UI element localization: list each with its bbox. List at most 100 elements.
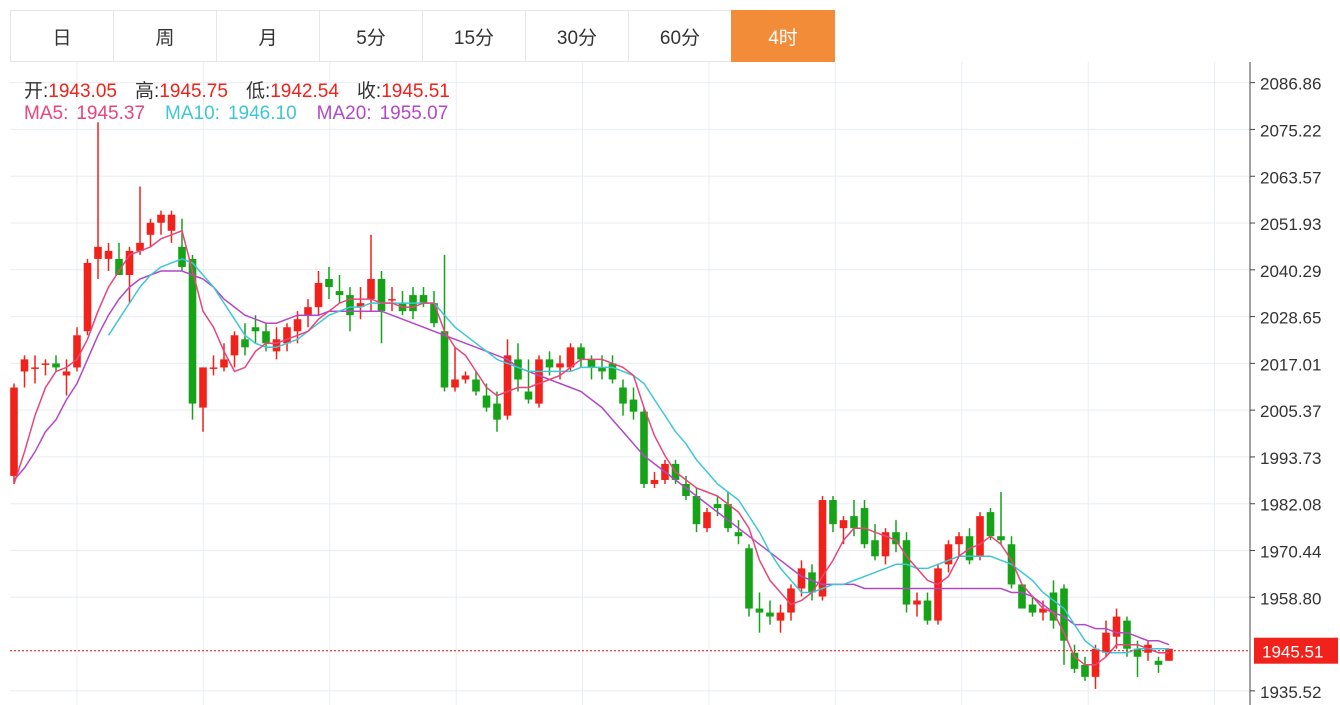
candle-body — [304, 307, 312, 316]
candle-body — [356, 303, 365, 308]
candle-body — [167, 214, 176, 231]
ma20-label: MA20: — [316, 103, 372, 124]
candle-body — [734, 532, 743, 537]
tab-60min[interactable]: 60分 — [628, 10, 732, 62]
candle-body — [146, 222, 155, 235]
candle-body — [451, 379, 459, 388]
candle-body — [325, 279, 333, 288]
y-tick-label: 2086.86 — [1260, 75, 1321, 94]
candle-body — [241, 339, 249, 348]
ma20-value: 1955.07 — [379, 103, 449, 124]
open-label: 开: — [24, 81, 49, 102]
candle-body — [808, 572, 816, 593]
candle-body — [125, 250, 134, 275]
tab-30min[interactable]: 30分 — [525, 10, 629, 62]
candle-body — [493, 403, 501, 420]
ma10-label: MA10: — [165, 103, 220, 124]
candle-body — [482, 395, 491, 408]
current-price-tag — [1254, 637, 1338, 664]
candle-body — [598, 367, 606, 372]
candle-body — [1060, 588, 1068, 641]
candle-body — [587, 359, 596, 368]
candle-body — [10, 387, 18, 476]
candle-body — [52, 363, 60, 368]
tab-month[interactable]: 月 — [216, 10, 320, 62]
candle-body — [577, 347, 585, 360]
candle-body — [20, 359, 29, 372]
candle-body — [703, 512, 711, 529]
candle-body — [104, 250, 113, 259]
ma20-line — [13, 270, 1170, 646]
tab-15min[interactable]: 15分 — [422, 10, 526, 62]
candle-body — [1165, 648, 1173, 661]
ma10-value: 1946.10 — [227, 103, 297, 124]
open-value: 1943.05 — [48, 81, 117, 102]
y-tick-label: 1982.08 — [1260, 496, 1321, 515]
candle-body — [440, 331, 449, 388]
candle-body — [1070, 652, 1079, 669]
candle-body — [713, 504, 722, 509]
candle-body — [902, 540, 911, 605]
period-tabs: 日 周 月 5分 15分 30分 60分 4时 — [10, 10, 835, 62]
candle-body — [955, 536, 963, 545]
candle-body — [1133, 648, 1142, 657]
tab-day[interactable]: 日 — [10, 10, 114, 62]
candle-body — [262, 331, 270, 344]
chart-grid — [10, 62, 1251, 705]
candle-body — [136, 242, 144, 251]
candle-body — [1018, 584, 1026, 609]
candle-body — [461, 375, 470, 380]
candle-body — [923, 600, 932, 621]
candle-body — [997, 536, 1005, 541]
tab-4hour[interactable]: 4时 — [731, 10, 835, 62]
candle-body — [545, 359, 554, 368]
candle-body — [178, 246, 186, 267]
candle-body — [1081, 664, 1089, 677]
y-tick-label: 1993.73 — [1260, 449, 1321, 468]
y-tick-label: 2005.37 — [1260, 402, 1321, 421]
candle-body — [619, 387, 627, 404]
y-tick-label: 1935.52 — [1260, 683, 1321, 702]
candle-body — [1102, 632, 1110, 653]
candle-body — [1028, 604, 1037, 613]
tab-week[interactable]: 周 — [113, 10, 217, 62]
candle-body — [850, 516, 858, 529]
candle-body — [787, 588, 795, 613]
candle-body — [346, 295, 354, 316]
candle-body — [1039, 608, 1047, 613]
candle-body — [871, 540, 879, 557]
candle-body — [335, 291, 344, 296]
candle-body — [388, 299, 396, 301]
tab-5min[interactable]: 5分 — [319, 10, 423, 62]
candle-body — [472, 379, 480, 392]
ohlc-info: 开:1943.05 高:1945.75 低:1942.54 收:1945.51 — [24, 76, 450, 103]
candle-body — [629, 399, 638, 412]
candle-body — [556, 363, 564, 368]
moving-averages — [13, 229, 1170, 666]
candle-body — [839, 520, 848, 529]
ma5-line — [13, 229, 1169, 666]
ma-info: MA5: 1945.37 MA10: 1946.10 MA20: 1955.07 — [24, 103, 448, 125]
candle-body — [860, 508, 869, 545]
low-label: 低: — [245, 81, 271, 102]
candles — [10, 122, 1173, 689]
candle-body — [1049, 592, 1058, 621]
candle-body — [745, 548, 753, 609]
candle-body — [41, 363, 50, 365]
candle-body — [1154, 660, 1163, 665]
high-label: 高: — [134, 81, 160, 102]
candle-body — [188, 258, 197, 404]
candle-body — [829, 500, 837, 525]
candle-body — [115, 258, 123, 275]
candle-body — [31, 367, 39, 369]
close-value: 1945.51 — [381, 81, 450, 102]
candle-body — [934, 568, 942, 621]
y-tick-label: 2017.01 — [1260, 355, 1321, 374]
candle-body — [986, 512, 995, 537]
candle-body — [230, 335, 239, 356]
candle-body — [220, 359, 228, 368]
candle-body — [377, 279, 386, 312]
candle-body — [881, 532, 890, 557]
y-tick-label: 2028.65 — [1260, 309, 1321, 328]
candle-body — [314, 283, 323, 308]
